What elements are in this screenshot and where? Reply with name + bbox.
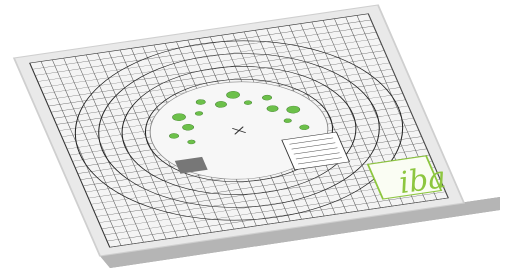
logo: iba bbox=[397, 160, 448, 201]
page: {"logo": {"text": "iba"}} iba (() => { c… bbox=[0, 0, 509, 270]
product-photo: iba bbox=[0, 0, 509, 270]
